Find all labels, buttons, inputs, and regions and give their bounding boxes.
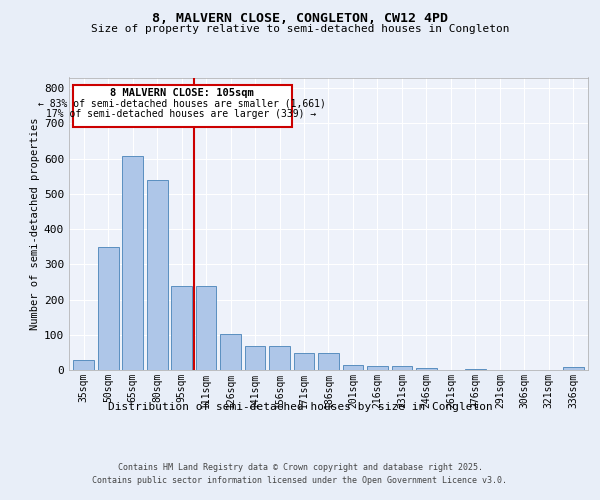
Bar xyxy=(293,354,314,370)
Bar xyxy=(269,346,290,370)
Bar xyxy=(147,180,167,370)
Bar xyxy=(563,367,584,370)
Text: Contains public sector information licensed under the Open Government Licence v3: Contains public sector information licen… xyxy=(92,476,508,485)
Bar xyxy=(416,368,437,370)
Bar xyxy=(367,366,388,370)
Bar xyxy=(196,286,217,370)
Bar xyxy=(171,286,192,370)
Bar xyxy=(122,156,143,370)
Polygon shape xyxy=(73,84,292,127)
Y-axis label: Number of semi-detached properties: Number of semi-detached properties xyxy=(30,118,40,330)
Text: 17% of semi-detached houses are larger (339) →: 17% of semi-detached houses are larger (… xyxy=(46,108,317,118)
Bar xyxy=(343,366,364,370)
Text: 8, MALVERN CLOSE, CONGLETON, CW12 4PD: 8, MALVERN CLOSE, CONGLETON, CW12 4PD xyxy=(152,12,448,26)
Text: 8 MALVERN CLOSE: 105sqm: 8 MALVERN CLOSE: 105sqm xyxy=(110,88,253,98)
Bar xyxy=(245,346,265,370)
Bar xyxy=(465,369,486,370)
Bar xyxy=(98,247,119,370)
Text: Contains HM Land Registry data © Crown copyright and database right 2025.: Contains HM Land Registry data © Crown c… xyxy=(118,462,482,471)
Bar xyxy=(220,334,241,370)
Bar xyxy=(392,366,412,370)
Bar xyxy=(318,354,339,370)
Text: Size of property relative to semi-detached houses in Congleton: Size of property relative to semi-detach… xyxy=(91,24,509,34)
Text: Distribution of semi-detached houses by size in Congleton: Distribution of semi-detached houses by … xyxy=(107,402,493,412)
Bar xyxy=(73,360,94,370)
Text: ← 83% of semi-detached houses are smaller (1,661): ← 83% of semi-detached houses are smalle… xyxy=(38,98,326,108)
